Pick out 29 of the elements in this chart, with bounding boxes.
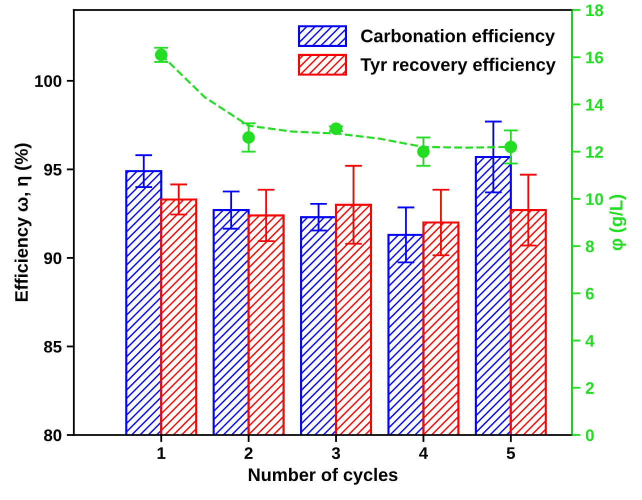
y2-tick-label: 2 xyxy=(586,382,594,394)
y2-tick-label: 18 xyxy=(586,4,604,16)
y2-tick-label: 10 xyxy=(586,193,604,206)
point xyxy=(330,122,342,136)
y-tick-label: 95 xyxy=(44,164,62,176)
legend-label: Tyr recovery efficiency xyxy=(360,58,556,75)
y-tick-label: 85 xyxy=(44,340,62,353)
y2-tick-label: 16 xyxy=(586,52,604,64)
y-tick-label: 90 xyxy=(44,252,62,264)
y2-axis-title: φ (g/L) xyxy=(609,194,626,250)
y2-tick-label: 14 xyxy=(586,99,604,110)
y-tick-label: 80 xyxy=(44,429,62,442)
x-tick-label: 1 xyxy=(158,447,166,459)
x-tick-label: 2 xyxy=(244,447,253,459)
x-tick-label: 3 xyxy=(332,447,340,460)
point xyxy=(417,145,430,158)
x-tick-label: 5 xyxy=(506,447,516,460)
y2-tick-label: 6 xyxy=(586,288,594,300)
y2-tick-label: 8 xyxy=(586,240,594,252)
point xyxy=(242,131,255,144)
y2-tick-label: 4 xyxy=(585,335,594,347)
x-tick-label: 4 xyxy=(419,447,428,459)
legend-label: Carbonation efficiency xyxy=(361,29,555,46)
y2-tick-label: 0 xyxy=(586,429,594,442)
y-axis-title: Efficiency ω, η (%) xyxy=(14,144,32,302)
x-axis-title: Number of cycles xyxy=(248,468,398,485)
y-tick-label: 100 xyxy=(35,75,62,88)
y2-tick-label: 12 xyxy=(586,146,604,158)
point xyxy=(504,140,518,154)
